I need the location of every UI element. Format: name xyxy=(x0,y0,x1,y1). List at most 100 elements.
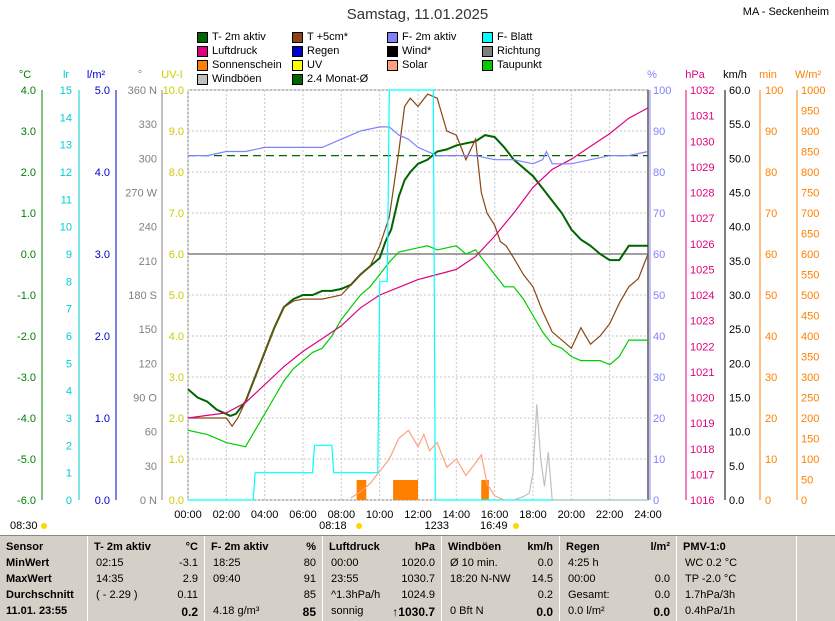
axis-tick-label: 7.0 xyxy=(169,208,184,220)
stats-value: 0.0 xyxy=(654,589,670,601)
axis-tick-label: 13 xyxy=(60,140,72,152)
sunrise-marker: 08:18 xyxy=(319,520,347,532)
axis-tick-label: 0 xyxy=(66,495,72,507)
legend-item: Solar xyxy=(387,59,428,71)
series-line xyxy=(188,126,649,165)
axis-tick-label: 4.0 xyxy=(21,85,36,97)
axis-tick-label: 1024 xyxy=(690,290,714,302)
axis-tick-label: 25.0 xyxy=(729,324,750,336)
legend-label: Regen xyxy=(307,45,340,57)
axis-tick-label: 6.0 xyxy=(169,249,184,261)
axis-tick-label: 9 xyxy=(66,249,72,261)
x-tick-label: 14:00 xyxy=(443,509,471,521)
axis-tick-label: 0 xyxy=(653,495,659,507)
stats-label: 4.18 g/m³ xyxy=(213,605,260,617)
legend-label: T +5cm* xyxy=(307,31,349,43)
stats-value: 91 xyxy=(303,573,316,585)
x-tick-label: 12:00 xyxy=(404,509,432,521)
page-title: Samstag, 11.01.2025 xyxy=(346,6,489,23)
stats-value: 1030.7 xyxy=(401,573,435,585)
axis-tick-label: 700 xyxy=(801,208,819,220)
legend-swatch xyxy=(197,59,208,71)
axis-tick-label: 10 xyxy=(60,222,72,234)
axis-tick-label: 5.0 xyxy=(95,85,110,97)
axis-tick-label: 80 xyxy=(765,167,777,179)
stats-label: 02:15 xyxy=(96,557,124,569)
axis-tick-label: 120 xyxy=(139,358,157,370)
axis-tick-label: 1021 xyxy=(690,367,714,379)
sun-icon xyxy=(356,523,363,529)
stats-header: F- 2m aktiv xyxy=(211,541,269,553)
stats-unit: °C xyxy=(185,541,198,553)
axis-tick-label: -5.0 xyxy=(17,454,36,466)
legend-swatch xyxy=(197,31,208,43)
axis-tick-label: 10 xyxy=(653,454,665,466)
stats-value: 0.0 xyxy=(536,605,553,619)
axis-tick-label: 7 xyxy=(66,304,72,316)
axis-tick-label: 3.0 xyxy=(169,372,184,384)
legend-swatch xyxy=(387,31,398,43)
axis-tick-label: 150 xyxy=(139,324,157,336)
stats-label: MaxWert xyxy=(6,573,52,585)
axis-tick-label: -4.0 xyxy=(17,413,36,425)
axis-tick-label: 40 xyxy=(765,331,777,343)
x-tick-label: 02:00 xyxy=(213,509,241,521)
stats-value: 0.0 xyxy=(537,557,553,569)
stats-header: Luftdruck xyxy=(329,541,380,553)
axis-tick-label: -6.0 xyxy=(17,495,36,507)
axis-tick-label: 240 xyxy=(139,222,157,234)
legend-item: Luftdruck xyxy=(197,45,257,57)
stats-label: 18:25 xyxy=(213,557,241,569)
axis-unit-label: min xyxy=(759,69,777,81)
axis-tick-label: 800 xyxy=(801,167,819,179)
stats-column: PMV-1:0 WC 0.2 °C TP -2.0 °C 1.7hPa/3h 0.4hP… xyxy=(677,536,797,621)
x-tick-label: 16:00 xyxy=(481,509,509,521)
legend-label: Wind* xyxy=(402,45,432,57)
stats-value: 2.9 xyxy=(182,573,198,585)
series-line xyxy=(187,107,649,419)
axis-tick-label: 8 xyxy=(66,276,72,288)
legend-label: Windböen xyxy=(212,73,262,85)
solar-noon-marker: 1233 xyxy=(425,520,449,532)
stats-column: Sensor MinWert MaxWert Durchschnitt 11.01. 2… xyxy=(0,536,88,621)
stats-value: 0.0 xyxy=(654,573,670,585)
axis-tick-label: 300 xyxy=(801,372,819,384)
axis-tick-label: 10.0 xyxy=(729,427,750,439)
axis-tick-label: 40.0 xyxy=(729,222,750,234)
axis-tick-label: 0.0 xyxy=(729,495,744,507)
axis-tick-label: 50 xyxy=(765,290,777,302)
axis-tick-label: -1.0 xyxy=(17,290,36,302)
x-tick-label: 22:00 xyxy=(596,509,624,521)
axis-tick-label: 8.0 xyxy=(169,167,184,179)
axis-tick-label: 1 xyxy=(66,468,72,480)
axis-tick-label: 0.0 xyxy=(95,495,110,507)
axis-tick-label: 330 xyxy=(139,119,157,131)
stats-label: sonnig xyxy=(331,605,364,617)
axis-tick-label: 1.0 xyxy=(21,208,36,220)
stats-label: Ø 10 min. xyxy=(450,557,498,569)
axis-tick-label: 70 xyxy=(765,208,777,220)
stats-label: TP -2.0 °C xyxy=(685,573,737,585)
axis-tick-label: 1029 xyxy=(690,162,714,174)
weather-chart: 4.0 3.0 2.0 1.0 0.0 -1.0 -2.0 -3.0 -4.0 -5.0 -6.0 °… xyxy=(10,69,825,532)
axis-tick-label: 2.0 xyxy=(95,331,110,343)
axis-tick-label: 1.0 xyxy=(95,413,110,425)
axis-tick-label: 1000 xyxy=(801,85,825,97)
axis-tick-label: 9.0 xyxy=(169,126,184,138)
axis-unit-label: hPa xyxy=(685,69,705,81)
stats-value: 80 xyxy=(303,557,316,569)
legend-item: Sonnenschein xyxy=(197,59,282,71)
stats-label: 00:00 xyxy=(331,557,359,569)
legend-item: Wind* xyxy=(387,45,431,57)
series-line xyxy=(188,89,648,501)
axis-tick-label: 12 xyxy=(60,167,72,179)
axis-tick-label: 360 N xyxy=(128,85,157,97)
legend-swatch xyxy=(387,45,398,57)
legend-swatch xyxy=(292,31,303,43)
axis-unit-label: W/m² xyxy=(795,69,822,81)
axis-tick-label: 60.0 xyxy=(729,85,750,97)
stats-label: 11.01. 23:55 xyxy=(6,605,68,617)
x-tick-label: 20:00 xyxy=(558,509,586,521)
stats-value: ↑1030.7 xyxy=(392,605,435,619)
axis-tick-label: 35.0 xyxy=(729,256,750,268)
